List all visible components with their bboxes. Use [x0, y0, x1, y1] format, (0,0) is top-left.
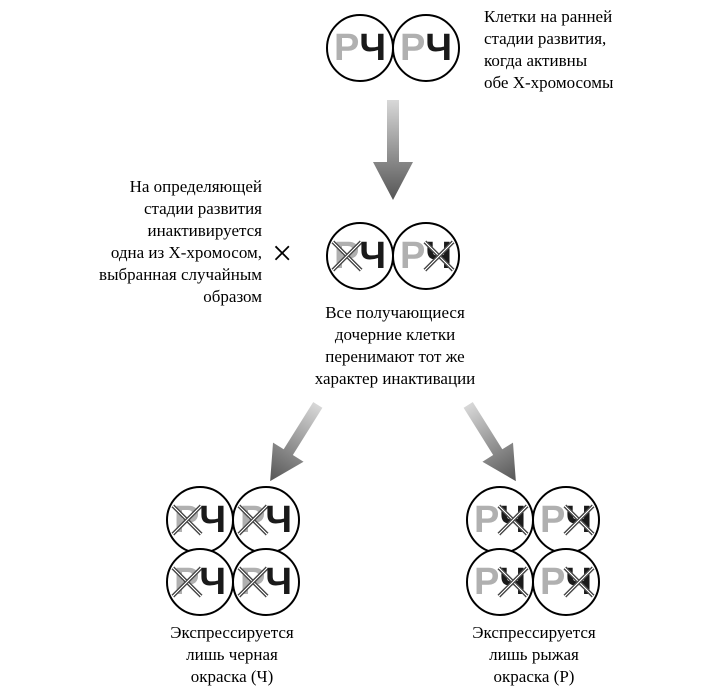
letter-ch: Ч — [265, 501, 292, 539]
caption-bottom-right: Экспрессируетсялишь рыжаяокраска (Р) — [424, 622, 644, 688]
letter-p-crossed: Р — [240, 563, 265, 601]
letter-p: Р — [474, 501, 499, 539]
cell-stage2-a: РЧ — [326, 222, 394, 290]
arrow-icon — [251, 393, 336, 493]
caption-mid-left: На определяющейстадии развитияинактивиру… — [14, 176, 262, 309]
cell-left-3: РЧ — [166, 548, 234, 616]
cell-left-2: РЧ — [232, 486, 300, 554]
caption-mid-below: Все получающиесядочерние клеткиперенимаю… — [270, 302, 520, 390]
letter-ch-crossed: Ч — [425, 237, 452, 275]
diagram-container: { "layout": { "width": 726, "height": 69… — [0, 0, 726, 696]
letter-ch: Ч — [199, 563, 226, 601]
letter-p-crossed: Р — [240, 501, 265, 539]
letter-ch-crossed: Ч — [499, 563, 526, 601]
letter-ch: Ч — [359, 29, 386, 67]
caption-top-right: Клетки на раннейстадии развития,когда ак… — [484, 6, 613, 94]
letter-ch: Ч — [359, 237, 386, 275]
cell-right-4: РЧ — [532, 548, 600, 616]
cell-stage1-a: РЧ — [326, 14, 394, 82]
arrow-down-1 — [373, 100, 413, 200]
cell-stage1-b: РЧ — [392, 14, 460, 82]
letter-p-crossed: Р — [174, 563, 199, 601]
letter-ch-crossed: Ч — [565, 501, 592, 539]
cell-right-1: РЧ — [466, 486, 534, 554]
letter-p: Р — [474, 563, 499, 601]
arrow-down-right — [449, 393, 534, 493]
cell-left-4: РЧ — [232, 548, 300, 616]
letter-p: Р — [400, 29, 425, 67]
arrow-down-left — [251, 393, 336, 493]
letter-p: Р — [540, 563, 565, 601]
cell-left-1: РЧ — [166, 486, 234, 554]
cell-right-2: РЧ — [532, 486, 600, 554]
letter-p: Р — [400, 237, 425, 275]
letter-p: Р — [540, 501, 565, 539]
letter-ch: Ч — [425, 29, 452, 67]
cross-symbol: × — [272, 232, 292, 274]
cell-right-3: РЧ — [466, 548, 534, 616]
letter-ch: Ч — [199, 501, 226, 539]
letter-ch-crossed: Ч — [499, 501, 526, 539]
arrow-icon — [449, 393, 534, 493]
cell-stage2-b: РЧ — [392, 222, 460, 290]
caption-bottom-left: Экспрессируетсялишь чернаяокраска (Ч) — [122, 622, 342, 688]
letter-p: Р — [334, 29, 359, 67]
letter-ch: Ч — [265, 563, 292, 601]
letter-p-crossed: Р — [174, 501, 199, 539]
letter-ch-crossed: Ч — [565, 563, 592, 601]
letter-p-crossed: Р — [334, 237, 359, 275]
arrow-icon — [373, 100, 413, 200]
